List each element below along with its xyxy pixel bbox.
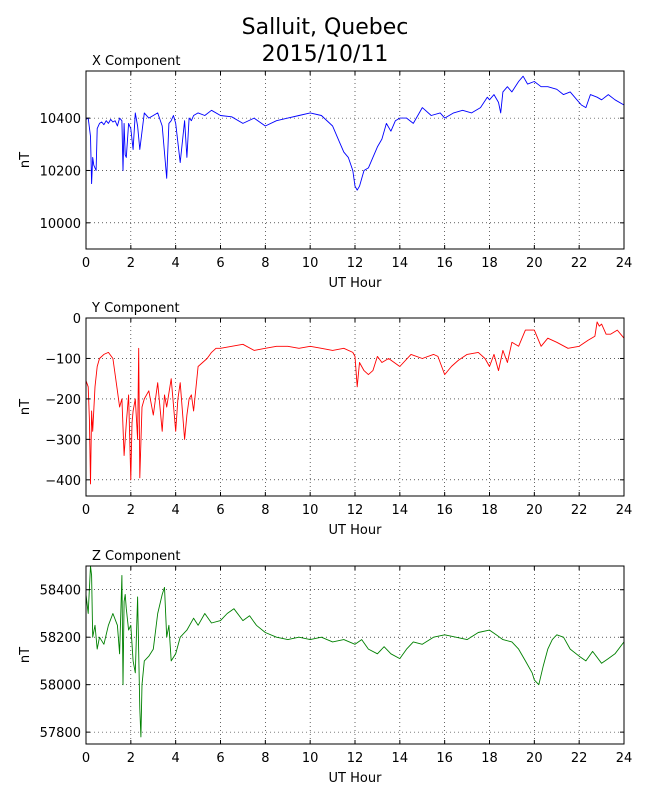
y-axis-label: nT bbox=[18, 152, 33, 168]
x-tick-label: 16 bbox=[436, 503, 453, 518]
y-tick-label: 58400 bbox=[40, 584, 81, 599]
series-line-x bbox=[85, 75, 625, 191]
x-tick-label: 12 bbox=[347, 503, 364, 518]
x-tick-label: 24 bbox=[616, 256, 633, 271]
x-tick-label: 6 bbox=[216, 503, 224, 518]
x-tick-label: 6 bbox=[216, 256, 224, 271]
y-axis-label: nT bbox=[18, 399, 33, 415]
x-axis-label: UT Hour bbox=[329, 771, 383, 786]
x-tick-label: 24 bbox=[616, 751, 633, 766]
panel-z-component: 0 2 4 6 8 10 12 14 16 18 20 22 245780058000582005840… bbox=[18, 549, 632, 786]
x-tick-label: 4 bbox=[172, 503, 180, 518]
figure-title-line2: 2015/10/11 bbox=[262, 42, 389, 67]
x-tick-label: 18 bbox=[481, 751, 498, 766]
x-tick-label: 2 bbox=[127, 256, 135, 271]
x-tick-label: 0 bbox=[82, 256, 90, 271]
panel-title: Z Component bbox=[92, 549, 181, 564]
x-tick-label: 4 bbox=[172, 256, 180, 271]
figure-title-line1: Salluit, Quebec bbox=[242, 15, 409, 40]
x-tick-label: 16 bbox=[436, 256, 453, 271]
x-tick-label: 0 bbox=[82, 751, 90, 766]
panel-y-component: 0 2 4 6 8 10 12 14 16 18 20 22 24−400−300−200−1000Y … bbox=[18, 301, 632, 538]
x-tick-label: 10 bbox=[302, 503, 319, 518]
y-tick-label: −400 bbox=[45, 474, 81, 489]
y-axis-label: nT bbox=[18, 647, 33, 663]
x-tick-label: 12 bbox=[347, 751, 364, 766]
y-tick-label: 0 bbox=[73, 312, 81, 327]
y-tick-label: −200 bbox=[45, 393, 81, 408]
x-tick-label: 22 bbox=[571, 256, 588, 271]
y-tick-label: −100 bbox=[45, 352, 81, 367]
x-tick-label: 20 bbox=[526, 751, 543, 766]
x-tick-label: 2 bbox=[127, 503, 135, 518]
x-tick-label: 14 bbox=[392, 256, 409, 271]
x-tick-label: 20 bbox=[526, 256, 543, 271]
x-tick-label: 14 bbox=[392, 751, 409, 766]
x-tick-label: 8 bbox=[261, 256, 269, 271]
series-line-z bbox=[85, 565, 625, 738]
y-tick-label: 10000 bbox=[40, 217, 81, 232]
x-tick-label: 0 bbox=[82, 503, 90, 518]
x-tick-label: 22 bbox=[571, 503, 588, 518]
x-tick-label: 22 bbox=[571, 751, 588, 766]
x-tick-label: 16 bbox=[436, 751, 453, 766]
x-tick-label: 8 bbox=[261, 751, 269, 766]
x-axis-label: UT Hour bbox=[329, 276, 383, 291]
y-tick-label: 10400 bbox=[40, 112, 81, 127]
x-tick-label: 20 bbox=[526, 503, 543, 518]
x-tick-label: 14 bbox=[392, 503, 409, 518]
x-tick-label: 6 bbox=[216, 751, 224, 766]
x-tick-label: 8 bbox=[261, 503, 269, 518]
x-tick-label: 2 bbox=[127, 751, 135, 766]
y-tick-label: 57800 bbox=[40, 726, 81, 741]
x-tick-label: 4 bbox=[172, 751, 180, 766]
x-tick-label: 18 bbox=[481, 503, 498, 518]
x-axis-label: UT Hour bbox=[329, 523, 383, 538]
panel-title: Y Component bbox=[91, 301, 180, 316]
series-line-y bbox=[85, 321, 625, 485]
x-tick-label: 10 bbox=[302, 751, 319, 766]
x-tick-label: 18 bbox=[481, 256, 498, 271]
panel-title: X Component bbox=[92, 54, 181, 69]
y-tick-label: 58000 bbox=[40, 679, 81, 694]
x-tick-label: 24 bbox=[616, 503, 633, 518]
x-tick-label: 12 bbox=[347, 256, 364, 271]
y-tick-label: 10200 bbox=[40, 164, 81, 179]
y-tick-label: 58200 bbox=[40, 631, 81, 646]
y-tick-label: −300 bbox=[45, 433, 81, 448]
x-tick-label: 10 bbox=[302, 256, 319, 271]
